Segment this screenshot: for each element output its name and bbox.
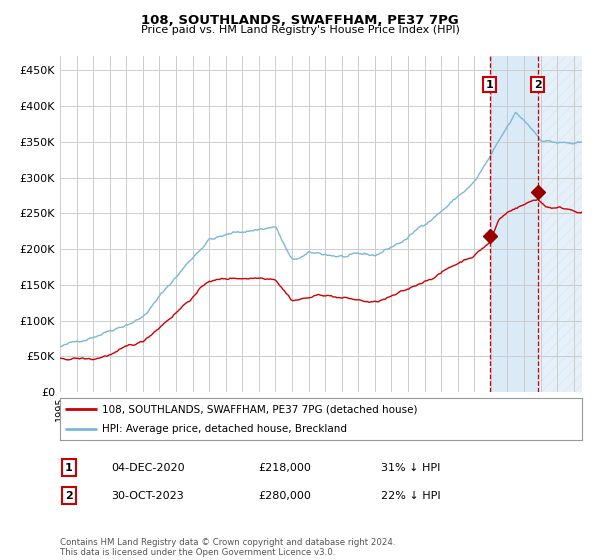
Text: 30-OCT-2023: 30-OCT-2023 bbox=[111, 491, 184, 501]
Text: 1: 1 bbox=[485, 80, 493, 90]
Text: 2: 2 bbox=[534, 80, 542, 90]
Text: 108, SOUTHLANDS, SWAFFHAM, PE37 7PG: 108, SOUTHLANDS, SWAFFHAM, PE37 7PG bbox=[141, 14, 459, 27]
Text: £280,000: £280,000 bbox=[258, 491, 311, 501]
Bar bbox=[538, 56, 582, 392]
Bar bbox=[490, 56, 538, 392]
Text: 108, SOUTHLANDS, SWAFFHAM, PE37 7PG (detached house): 108, SOUTHLANDS, SWAFFHAM, PE37 7PG (det… bbox=[102, 404, 417, 414]
Text: Price paid vs. HM Land Registry's House Price Index (HPI): Price paid vs. HM Land Registry's House … bbox=[140, 25, 460, 35]
Text: £218,000: £218,000 bbox=[258, 463, 311, 473]
Text: 22% ↓ HPI: 22% ↓ HPI bbox=[381, 491, 440, 501]
Text: 31% ↓ HPI: 31% ↓ HPI bbox=[381, 463, 440, 473]
Text: 1: 1 bbox=[65, 463, 73, 473]
Text: 04-DEC-2020: 04-DEC-2020 bbox=[111, 463, 185, 473]
Text: Contains HM Land Registry data © Crown copyright and database right 2024.
This d: Contains HM Land Registry data © Crown c… bbox=[60, 538, 395, 557]
Text: HPI: Average price, detached house, Breckland: HPI: Average price, detached house, Brec… bbox=[102, 424, 347, 434]
Text: 2: 2 bbox=[65, 491, 73, 501]
